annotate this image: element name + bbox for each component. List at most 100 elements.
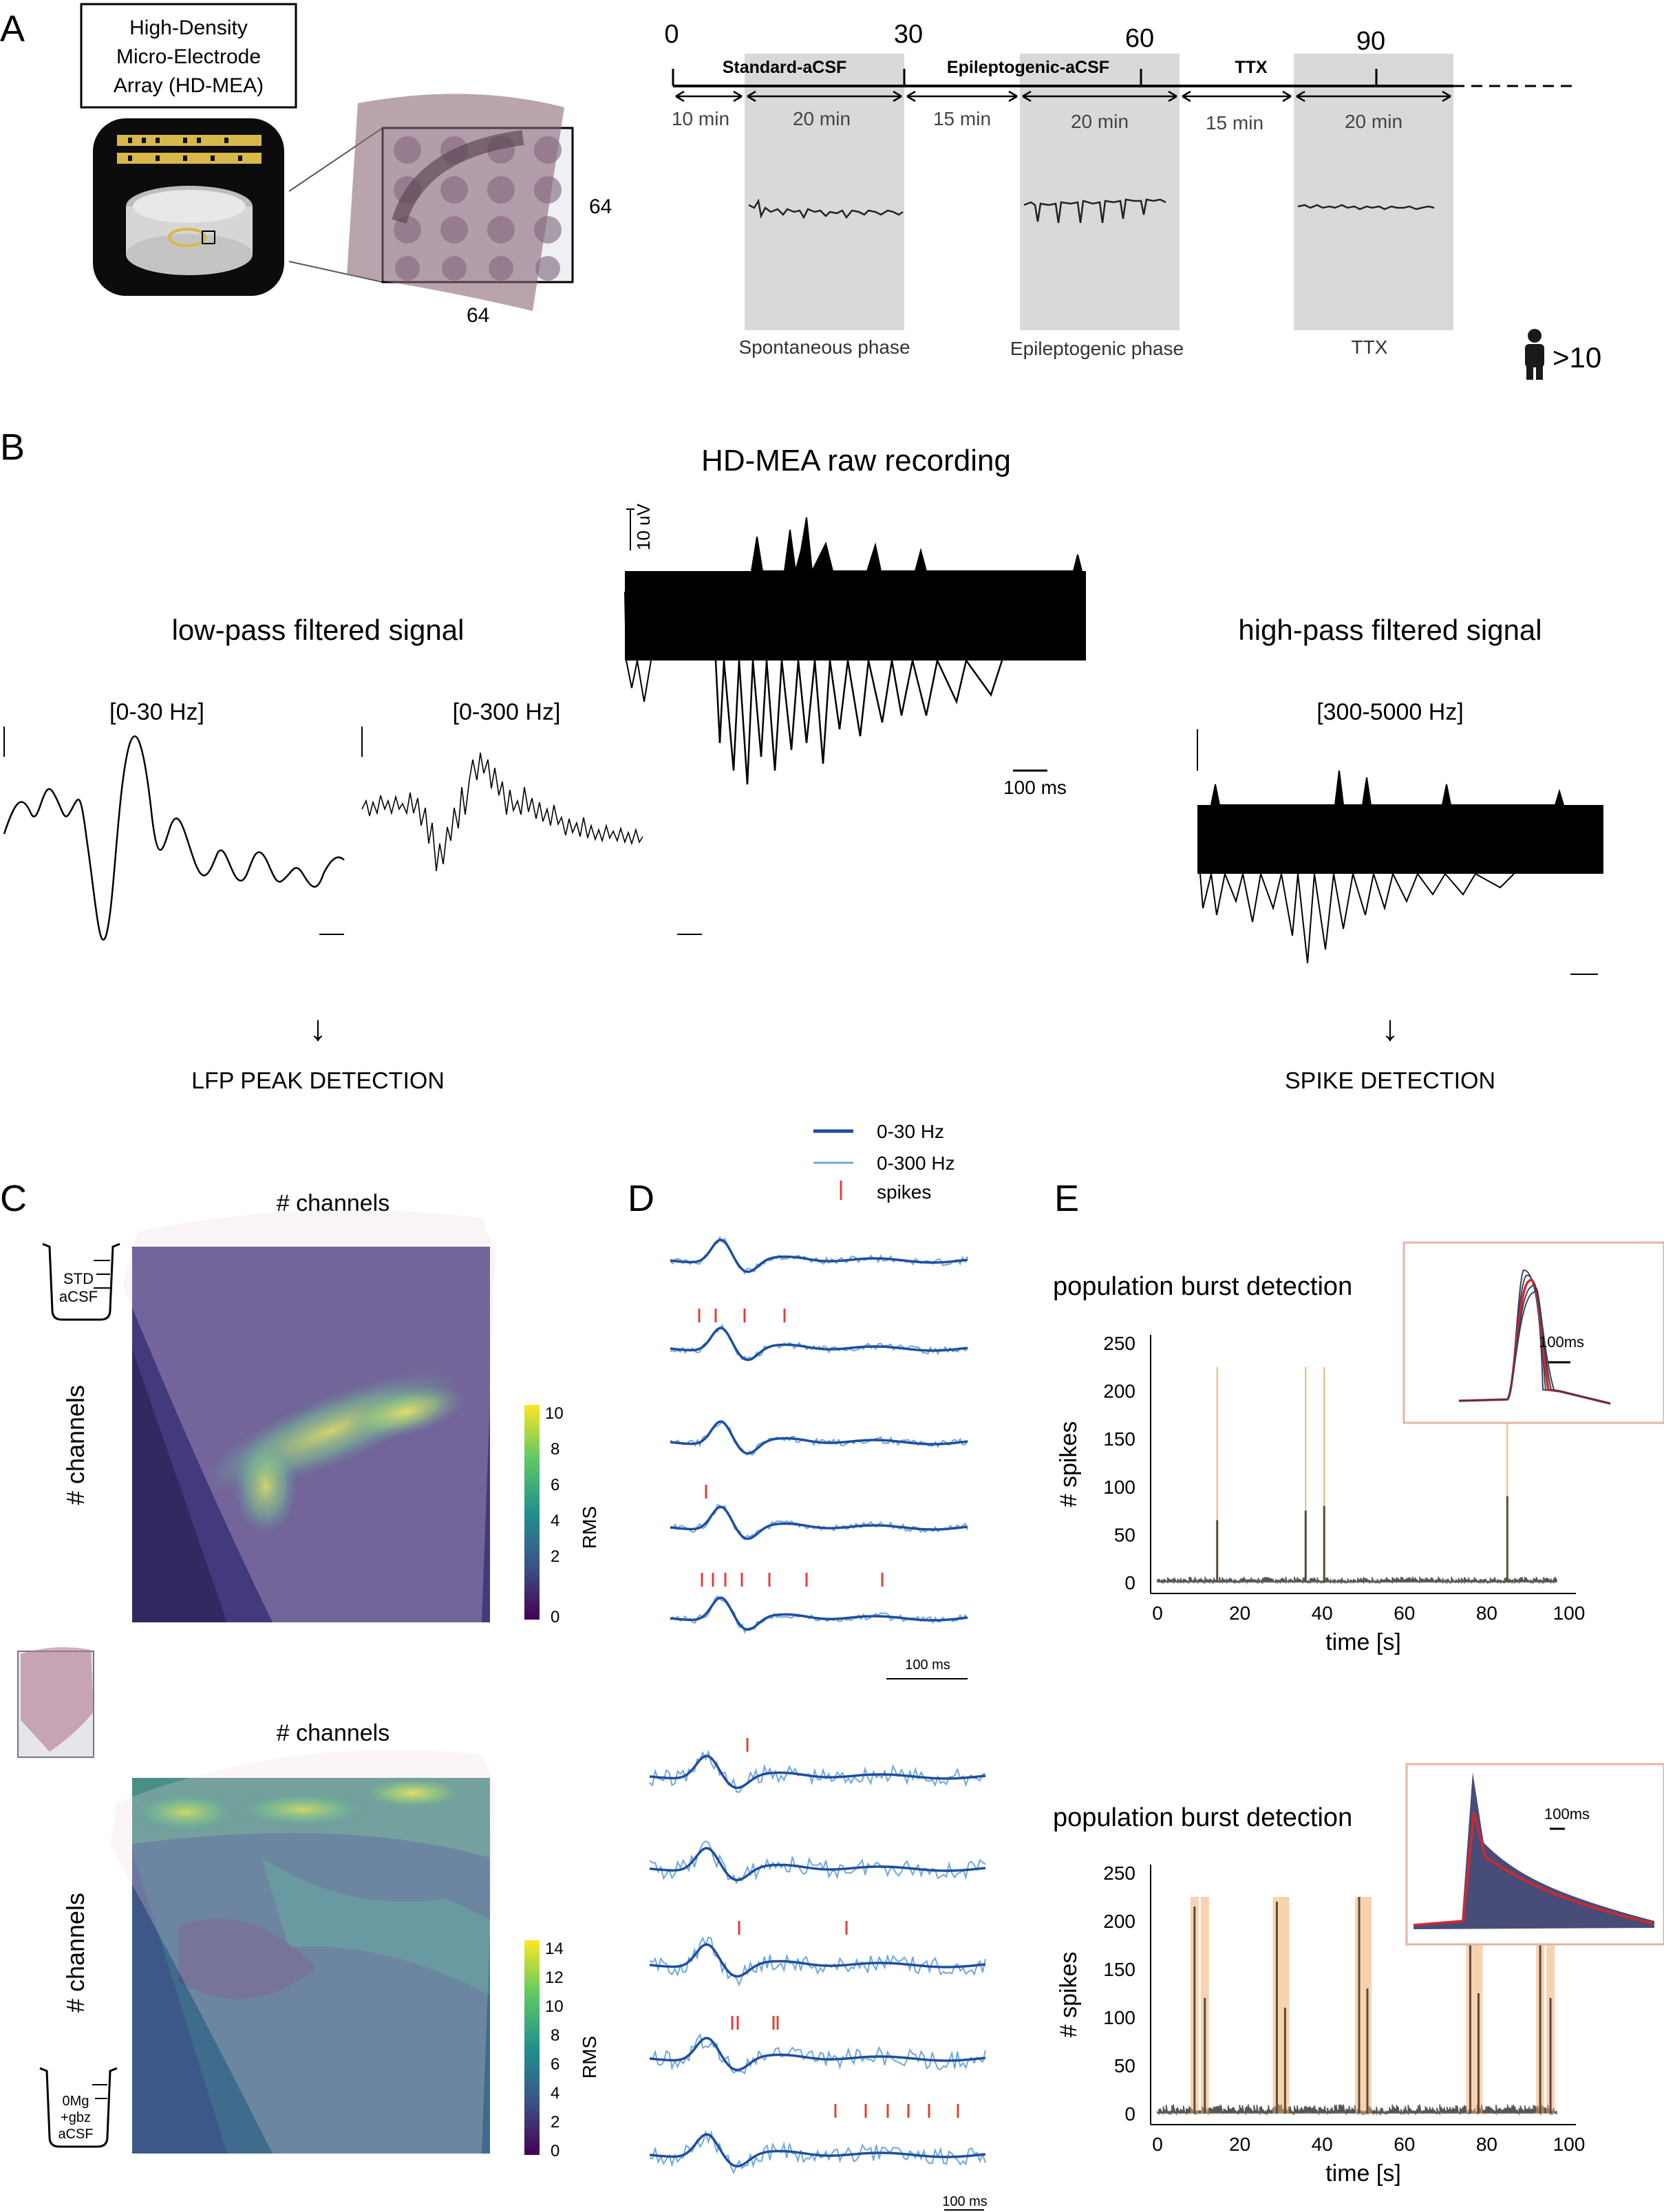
svg-text:8: 8	[551, 1440, 559, 1459]
lfp-0-30-trace	[649, 2037, 986, 2072]
x-tick-label: 60	[1394, 1602, 1415, 1624]
patient-count: >10	[1553, 341, 1601, 374]
x-tick-label: 80	[1476, 2134, 1497, 2155]
svg-text:4: 4	[551, 1512, 559, 1530]
phase-shade-ttx	[1294, 54, 1453, 330]
panel-letter-b: B	[0, 427, 25, 468]
burst-waveform-band	[1414, 1772, 1654, 1929]
panel-e-charts: population burst detection25020015010050…	[1053, 1241, 1664, 2187]
beaker-0mg-icon	[39, 2067, 118, 2148]
phase-shade-spontaneous	[745, 54, 904, 330]
protocol-timeline: 0 30 60 90 Standard-aCSF Epileptogenic-a…	[664, 20, 1576, 359]
hdmea-label-box	[80, 3, 297, 109]
lfp-0-300-trace	[361, 752, 643, 872]
burst-chart-title: population burst detection	[1053, 1803, 1352, 1832]
beaker-top-line2: aCSF	[59, 1288, 98, 1305]
x-tick-label: 20	[1229, 1602, 1250, 1624]
heatmap-bottom-title: # channels	[277, 1720, 390, 1746]
time-tick-60: 60	[1125, 24, 1154, 53]
burst-chart-2: population burst detection25020015010050…	[1053, 1763, 1664, 2187]
y-tick-label: 0	[1124, 1572, 1135, 1593]
burst-window	[1506, 1366, 1508, 1582]
panel-d-scale-bottom-label: 100 ms	[942, 2194, 988, 2209]
beaker-bottom-line2: +gbz	[61, 2110, 91, 2125]
panel-letter-e: E	[1054, 1178, 1079, 1219]
segment-epileptogenic-acsf: Epileptogenic-aCSF	[947, 58, 1109, 77]
svg-text:2: 2	[551, 1547, 559, 1566]
heatmap-top-title: # channels	[277, 1190, 390, 1216]
time-tick-90: 90	[1356, 27, 1385, 56]
arrow-lfp: ↓	[309, 1009, 327, 1049]
duration-1: 10 min	[672, 108, 729, 129]
duration-5: 15 min	[1206, 112, 1263, 133]
duration-3: 15 min	[933, 108, 991, 129]
lfp-0-30-trace	[649, 1943, 986, 1978]
y-tick-label: 100	[1103, 1477, 1135, 1498]
arrow-spike: ↓	[1381, 1009, 1399, 1049]
phase-ttx: TTX	[1352, 336, 1388, 358]
svg-text:4: 4	[551, 2084, 559, 2103]
trace-ttx	[1297, 204, 1435, 211]
y-axis-label: # spikes	[1056, 1421, 1082, 1507]
person-icon	[1525, 329, 1544, 380]
inset-scale-label: 100ms	[1539, 1333, 1584, 1351]
y-tick-label: 50	[1114, 1524, 1135, 1545]
svg-text:6: 6	[551, 2055, 559, 2074]
raw-recording-title: HD-MEA raw recording	[701, 444, 1011, 477]
duration-2: 20 min	[793, 108, 851, 129]
burst-window	[1281, 1897, 1290, 2114]
phase-spontaneous: Spontaneous phase	[738, 336, 910, 358]
burst-inset: 100ms	[1402, 1241, 1664, 1424]
svg-text:0-30 Hz: 0-30 Hz	[877, 1121, 944, 1142]
colorbar-top-ticks: 10 8 6 4 2 0	[545, 1404, 564, 1626]
time-tick-0: 0	[664, 20, 679, 49]
duration-6: 20 min	[1345, 111, 1402, 132]
colorbar-bottom-ticks: 14 12 10 8 6 4 2 0	[545, 1940, 564, 2160]
panel-letter-c: C	[0, 1178, 27, 1219]
burst-waveform	[1413, 1812, 1655, 1926]
raw-time-label: 100 ms	[1003, 777, 1067, 798]
lfp-0-30-trace	[670, 1596, 968, 1631]
high-band-300-5000: [300-5000 Hz]	[1316, 699, 1464, 725]
burst-chart-1: population burst detection25020015010050…	[1053, 1241, 1664, 1655]
lfp-peak-detection: LFP PEAK DETECTION	[191, 1068, 445, 1094]
raw-scale-label: 10 uV	[633, 503, 654, 550]
svg-text:6: 6	[551, 1476, 559, 1494]
lfp-0-30-trace	[670, 1327, 968, 1362]
lfp-0-300-trace	[649, 2032, 986, 2075]
grid-size-bottom: 64	[467, 304, 489, 327]
y-tick-label: 0	[1124, 2103, 1135, 2125]
grid-size-right: 64	[589, 195, 612, 218]
svg-text:0: 0	[551, 1608, 559, 1626]
lfp-0-300-trace	[670, 1595, 968, 1634]
burst-window	[1216, 1366, 1218, 1582]
slice-overlay-icon	[17, 1647, 94, 1758]
spike-count-trace	[1157, 1576, 1557, 1585]
electrode-grid-zoom	[347, 94, 574, 311]
hdmea-label-line1: High-Density	[129, 17, 248, 39]
svg-text:10: 10	[545, 1997, 564, 2016]
x-axis-label: time [s]	[1325, 2160, 1401, 2187]
low-band-0-300: [0-300 Hz]	[453, 699, 561, 725]
y-axis-label: # spikes	[1056, 1952, 1082, 2038]
colorbar-bottom	[524, 1940, 540, 2155]
hdmea-label-line2: Micro-Electrode	[116, 45, 261, 68]
y-tick-label: 150	[1103, 1428, 1135, 1450]
duration-4: 20 min	[1071, 111, 1129, 132]
lfp-0-30-trace	[649, 1754, 986, 1790]
y-tick-label: 200	[1103, 1381, 1135, 1402]
trace-spontaneous	[748, 198, 904, 219]
phase-epileptogenic: Epileptogenic phase	[1010, 338, 1184, 359]
svg-text:10: 10	[545, 1404, 564, 1423]
x-tick-label: 0	[1152, 1602, 1163, 1624]
svg-text:8: 8	[551, 2026, 559, 2045]
zoom-line-bottom	[288, 261, 383, 283]
beaker-std-icon	[42, 1243, 120, 1321]
burst-inset: 100ms	[1405, 1763, 1664, 1946]
hdmea-label-line3: Array (HD-MEA)	[114, 74, 264, 97]
lfp-0-30-trace	[649, 1847, 986, 1882]
x-tick-label: 100	[1553, 1602, 1586, 1624]
raw-recording-trace	[624, 517, 1086, 785]
burst-window	[1305, 1366, 1307, 1582]
